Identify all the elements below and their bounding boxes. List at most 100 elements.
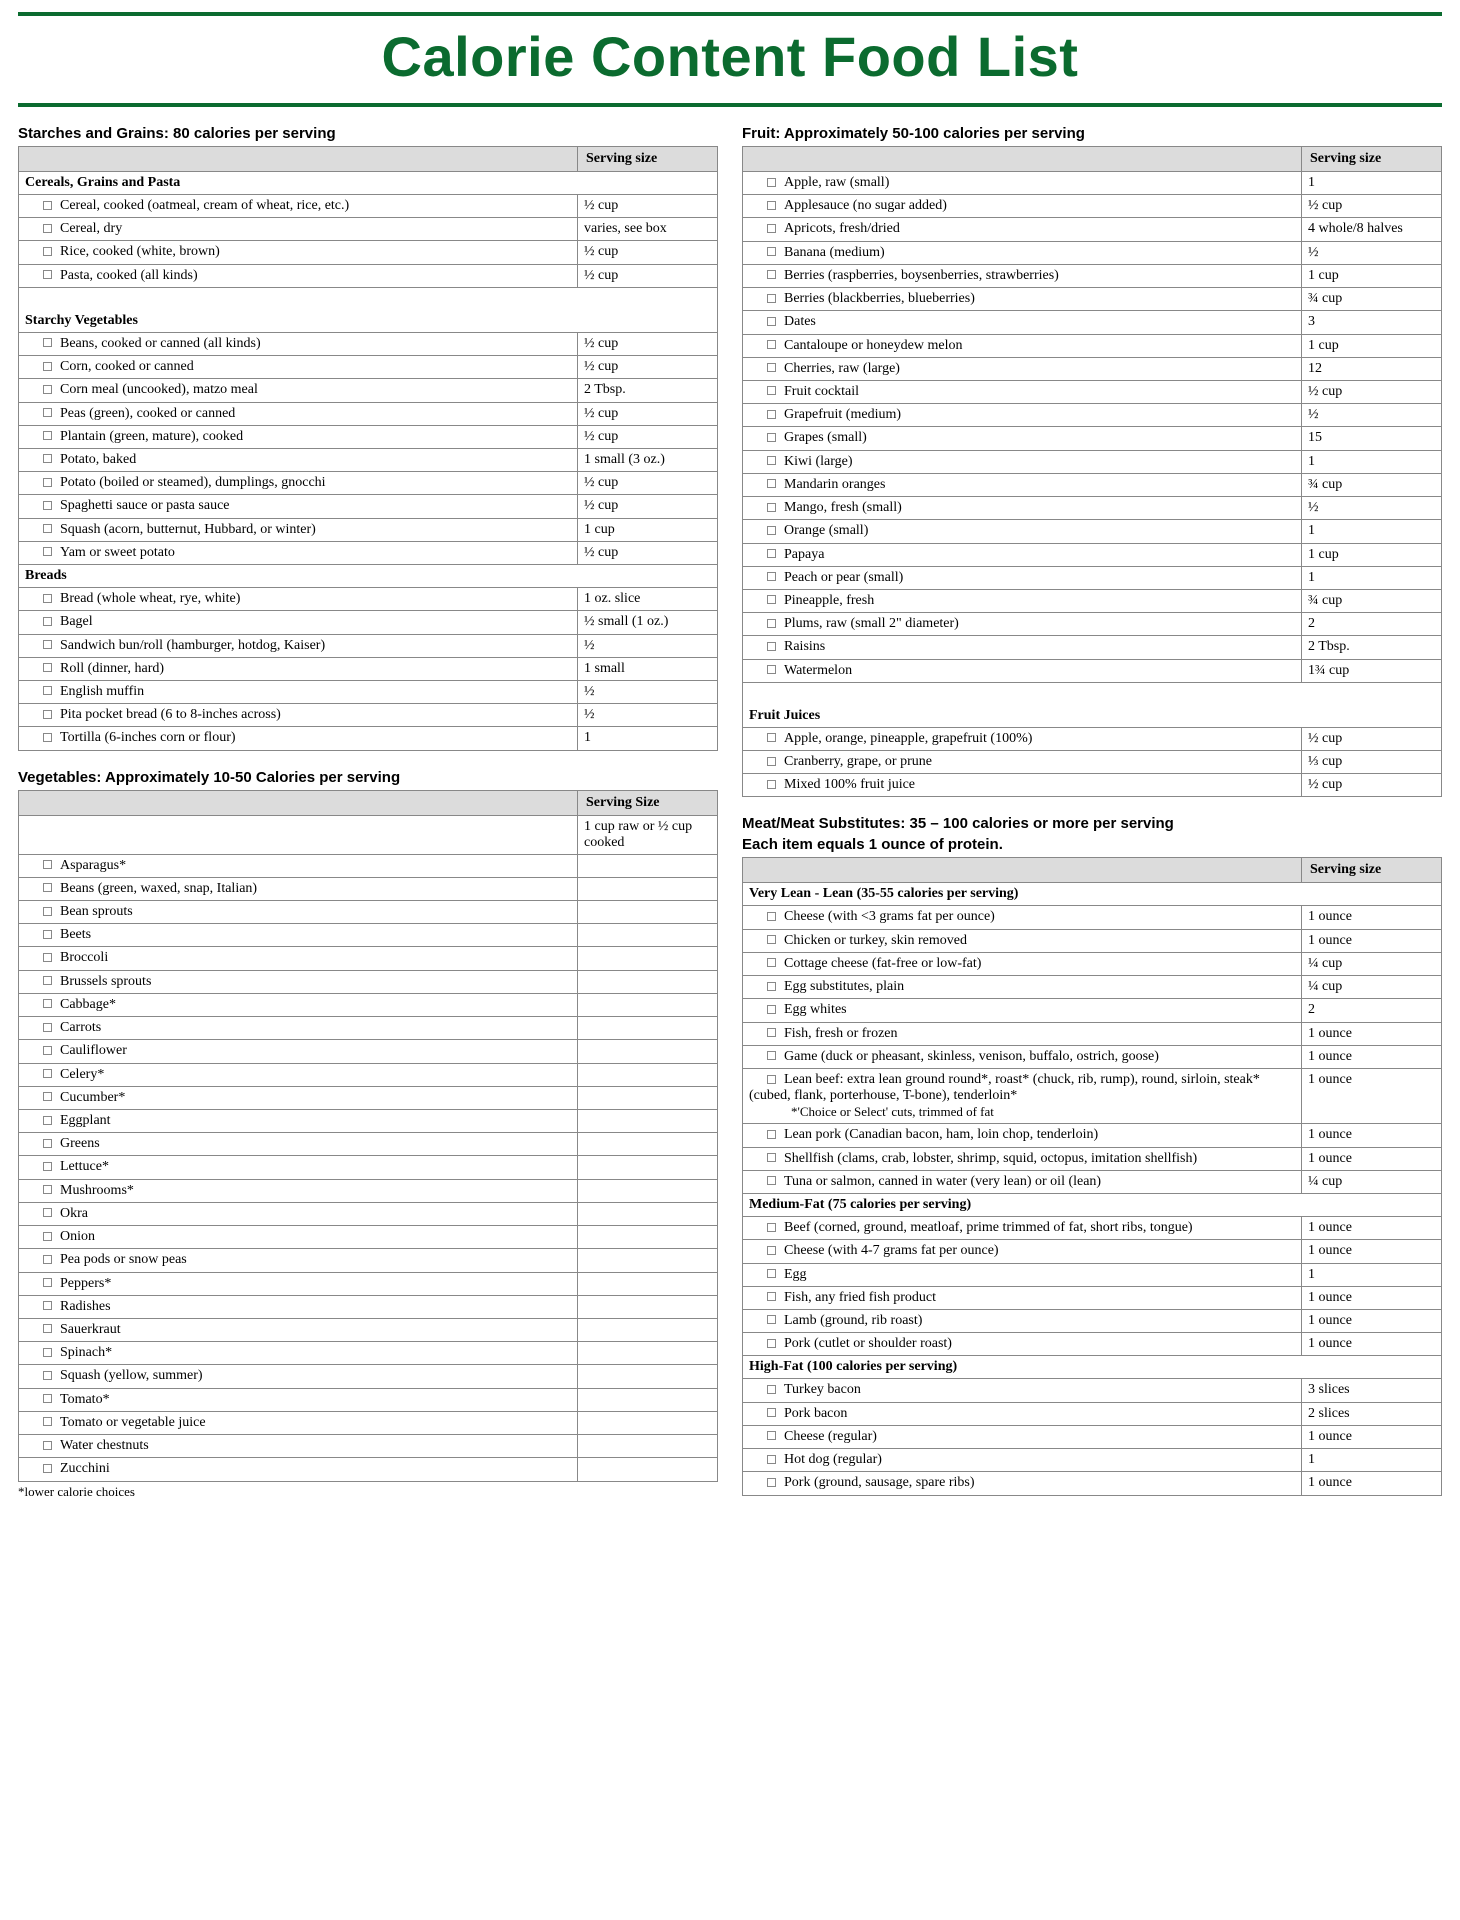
checkbox-icon[interactable] (767, 479, 776, 488)
checkbox-icon[interactable] (43, 710, 52, 719)
checkbox-icon[interactable] (767, 912, 776, 921)
checkbox-icon[interactable] (767, 1153, 776, 1162)
checkbox-icon[interactable] (767, 224, 776, 233)
checkbox-icon[interactable] (43, 1278, 52, 1287)
checkbox-icon[interactable] (767, 1315, 776, 1324)
checkbox-icon[interactable] (767, 642, 776, 651)
checkbox-icon[interactable] (767, 1223, 776, 1232)
checkbox-icon[interactable] (767, 665, 776, 674)
checkbox-icon[interactable] (767, 1478, 776, 1487)
checkbox-icon[interactable] (767, 619, 776, 628)
checkbox-icon[interactable] (767, 386, 776, 395)
checkbox-icon[interactable] (43, 883, 52, 892)
checkbox-icon[interactable] (43, 1232, 52, 1241)
checkbox-icon[interactable] (43, 1441, 52, 1450)
checkbox-icon[interactable] (43, 953, 52, 962)
checkbox-icon[interactable] (43, 408, 52, 417)
checkbox-icon[interactable] (43, 1208, 52, 1217)
checkbox-icon[interactable] (43, 1046, 52, 1055)
checkbox-icon[interactable] (767, 317, 776, 326)
checkbox-icon[interactable] (43, 362, 52, 371)
checkbox-icon[interactable] (767, 549, 776, 558)
checkbox-icon[interactable] (43, 1394, 52, 1403)
serving-size: 1 ounce (1302, 906, 1442, 929)
checkbox-icon[interactable] (43, 201, 52, 210)
serving-size: 1 ounce (1302, 1045, 1442, 1068)
checkbox-icon[interactable] (767, 982, 776, 991)
checkbox-icon[interactable] (767, 1051, 776, 1060)
checkbox-icon[interactable] (43, 1324, 52, 1333)
checkbox-icon[interactable] (43, 1023, 52, 1032)
checkbox-icon[interactable] (43, 686, 52, 695)
checkbox-icon[interactable] (767, 340, 776, 349)
checkbox-icon[interactable] (767, 270, 776, 279)
checkbox-icon[interactable] (767, 1385, 776, 1394)
checkbox-icon[interactable] (43, 733, 52, 742)
checkbox-icon[interactable] (767, 201, 776, 210)
checkbox-icon[interactable] (767, 1431, 776, 1440)
checkbox-icon[interactable] (767, 572, 776, 581)
checkbox-icon[interactable] (43, 640, 52, 649)
checkbox-icon[interactable] (767, 595, 776, 604)
checkbox-icon[interactable] (767, 1246, 776, 1255)
checkbox-icon[interactable] (43, 478, 52, 487)
checkbox-icon[interactable] (767, 363, 776, 372)
checkbox-icon[interactable] (767, 935, 776, 944)
food-item-label: Lamb (ground, rib roast) (784, 1313, 922, 1328)
checkbox-icon[interactable] (43, 501, 52, 510)
checkbox-icon[interactable] (767, 780, 776, 789)
checkbox-icon[interactable] (43, 1348, 52, 1357)
checkbox-icon[interactable] (767, 294, 776, 303)
checkbox-icon[interactable] (43, 1185, 52, 1194)
checkbox-icon[interactable] (767, 1455, 776, 1464)
checkbox-icon[interactable] (767, 958, 776, 967)
checkbox-icon[interactable] (767, 733, 776, 742)
checkbox-icon[interactable] (43, 1464, 52, 1473)
checkbox-icon[interactable] (767, 410, 776, 419)
checkbox-icon[interactable] (43, 663, 52, 672)
checkbox-icon[interactable] (767, 1339, 776, 1348)
checkbox-icon[interactable] (43, 1162, 52, 1171)
checkbox-icon[interactable] (767, 1130, 776, 1139)
checkbox-icon[interactable] (43, 1116, 52, 1125)
checkbox-icon[interactable] (43, 999, 52, 1008)
checkbox-icon[interactable] (767, 757, 776, 766)
checkbox-icon[interactable] (43, 385, 52, 394)
food-item-label: Celery* (60, 1067, 104, 1082)
checkbox-icon[interactable] (767, 526, 776, 535)
checkbox-icon[interactable] (767, 1269, 776, 1278)
checkbox-icon[interactable] (43, 1069, 52, 1078)
checkbox-icon[interactable] (767, 1408, 776, 1417)
checkbox-icon[interactable] (43, 1092, 52, 1101)
checkbox-icon[interactable] (767, 503, 776, 512)
checkbox-icon[interactable] (767, 1292, 776, 1301)
checkbox-icon[interactable] (43, 431, 52, 440)
checkbox-icon[interactable] (767, 456, 776, 465)
checkbox-icon[interactable] (767, 1176, 776, 1185)
checkbox-icon[interactable] (43, 1371, 52, 1380)
checkbox-icon[interactable] (43, 594, 52, 603)
checkbox-icon[interactable] (43, 338, 52, 347)
checkbox-icon[interactable] (43, 547, 52, 556)
checkbox-icon[interactable] (43, 270, 52, 279)
checkbox-icon[interactable] (43, 454, 52, 463)
checkbox-icon[interactable] (767, 1005, 776, 1014)
checkbox-icon[interactable] (767, 178, 776, 187)
checkbox-icon[interactable] (43, 224, 52, 233)
checkbox-icon[interactable] (43, 860, 52, 869)
checkbox-icon[interactable] (767, 1028, 776, 1037)
checkbox-icon[interactable] (43, 1301, 52, 1310)
serving-size: ½ (1302, 404, 1442, 427)
checkbox-icon[interactable] (767, 247, 776, 256)
checkbox-icon[interactable] (43, 976, 52, 985)
checkbox-icon[interactable] (43, 1255, 52, 1264)
checkbox-icon[interactable] (43, 524, 52, 533)
checkbox-icon[interactable] (43, 907, 52, 916)
checkbox-icon[interactable] (43, 930, 52, 939)
checkbox-icon[interactable] (43, 1139, 52, 1148)
checkbox-icon[interactable] (43, 247, 52, 256)
checkbox-icon[interactable] (767, 1075, 776, 1084)
checkbox-icon[interactable] (767, 433, 776, 442)
checkbox-icon[interactable] (43, 1417, 52, 1426)
checkbox-icon[interactable] (43, 617, 52, 626)
